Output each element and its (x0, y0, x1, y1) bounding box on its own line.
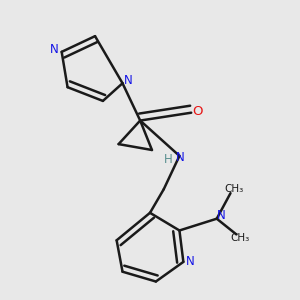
Text: N: N (186, 255, 195, 268)
Text: H: H (164, 152, 173, 166)
Text: N: N (50, 44, 59, 56)
Text: CH₃: CH₃ (230, 233, 249, 243)
Text: O: O (193, 105, 203, 118)
Text: CH₃: CH₃ (224, 184, 243, 194)
Text: N: N (176, 152, 185, 164)
Text: N: N (124, 74, 132, 87)
Text: N: N (217, 209, 226, 222)
